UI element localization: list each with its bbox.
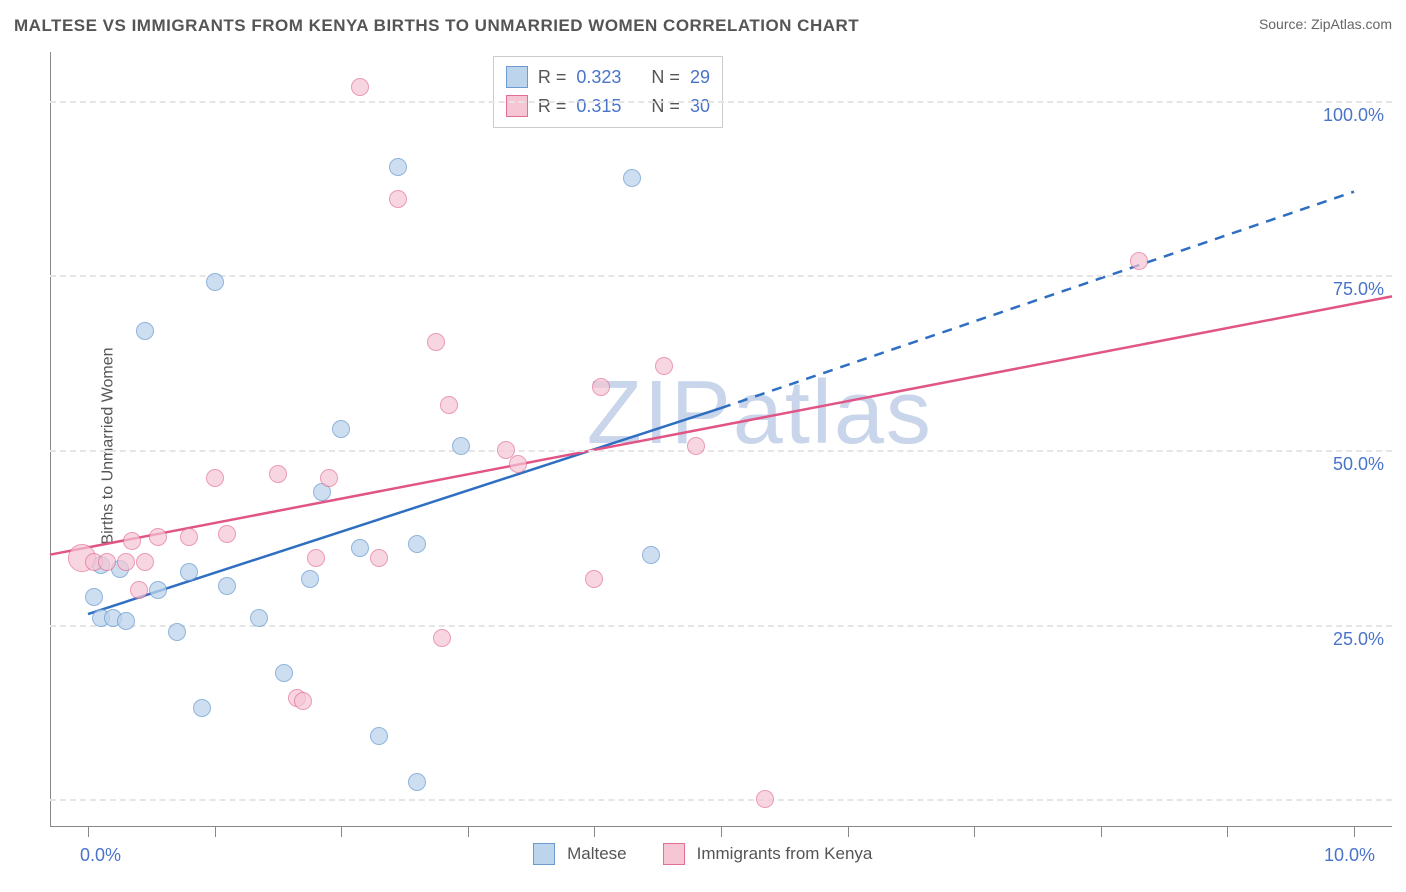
x-tick <box>1354 827 1355 837</box>
series-legend: Maltese Immigrants from Kenya <box>533 843 896 865</box>
y-tick-label: 25.0% <box>1333 629 1384 650</box>
correlation-legend: R = 0.323 N = 29 R = 0.315 N = 30 <box>493 56 723 128</box>
source-name: ZipAtlas.com <box>1311 16 1392 32</box>
maltese-point <box>85 588 103 606</box>
trend-lines-layer <box>50 52 1392 827</box>
x-tick <box>594 827 595 837</box>
legend-r-label: R = <box>538 63 567 92</box>
gridline <box>50 450 1392 452</box>
chart-container: MALTESE VS IMMIGRANTS FROM KENYA BIRTHS … <box>0 0 1406 892</box>
x-tick <box>721 827 722 837</box>
kenya-point <box>123 532 141 550</box>
gridline <box>50 275 1392 277</box>
kenya-point <box>389 190 407 208</box>
kenya-point <box>149 528 167 546</box>
maltese-point <box>408 773 426 791</box>
maltese-point <box>623 169 641 187</box>
kenya-point <box>320 469 338 487</box>
kenya-point <box>592 378 610 396</box>
x-tick <box>341 827 342 837</box>
kenya-point <box>218 525 236 543</box>
legend-series-label: Immigrants from Kenya <box>697 844 873 864</box>
legend-r-value: 0.315 <box>576 92 621 121</box>
legend-n-value: 30 <box>690 92 710 121</box>
legend-row-kenya: R = 0.315 N = 30 <box>506 92 710 121</box>
kenya-point <box>427 333 445 351</box>
x-tick-label: 10.0% <box>1324 845 1375 866</box>
source-prefix: Source: <box>1259 16 1311 32</box>
legend-series-label: Maltese <box>567 844 627 864</box>
legend-n-label: N = <box>651 63 680 92</box>
legend-r-label: R = <box>538 92 567 121</box>
maltese-point <box>117 612 135 630</box>
maltese-point <box>206 273 224 291</box>
maltese-point <box>168 623 186 641</box>
kenya-point <box>206 469 224 487</box>
legend-swatch <box>663 843 685 865</box>
kenya-point <box>440 396 458 414</box>
kenya-point <box>136 553 154 571</box>
x-tick-label: 0.0% <box>80 845 121 866</box>
legend-swatch <box>533 843 555 865</box>
legend-r-value: 0.323 <box>576 63 621 92</box>
y-tick-label: 100.0% <box>1323 105 1384 126</box>
x-tick <box>88 827 89 837</box>
chart-title: MALTESE VS IMMIGRANTS FROM KENYA BIRTHS … <box>14 16 859 36</box>
kenya-point <box>351 78 369 96</box>
x-tick <box>1227 827 1228 837</box>
kenya-point <box>98 553 116 571</box>
legend-row-maltese: R = 0.323 N = 29 <box>506 63 710 92</box>
plot-area: ZIPatlas R =0.323N =29R =0.315N =30 25.0… <box>50 52 1392 827</box>
legend-n-value: 29 <box>690 63 710 92</box>
x-tick <box>1101 827 1102 837</box>
maltese-point <box>149 581 167 599</box>
y-tick-label: 75.0% <box>1333 279 1384 300</box>
x-tick <box>468 827 469 837</box>
maltese-point <box>301 570 319 588</box>
source-attribution: Source: ZipAtlas.com <box>1259 16 1392 32</box>
maltese-point <box>250 609 268 627</box>
legend-swatch <box>506 66 528 88</box>
legend-n-label: N = <box>651 92 680 121</box>
gridline <box>50 625 1392 627</box>
maltese-point <box>642 546 660 564</box>
y-tick-label: 50.0% <box>1333 454 1384 475</box>
x-tick <box>215 827 216 837</box>
x-tick <box>974 827 975 837</box>
kenya-point <box>130 581 148 599</box>
gridline <box>50 101 1392 103</box>
maltese-point <box>351 539 369 557</box>
kenya-point <box>117 553 135 571</box>
legend-swatch <box>506 95 528 117</box>
kenya-point <box>307 549 325 567</box>
gridline <box>50 799 1392 801</box>
x-tick <box>848 827 849 837</box>
